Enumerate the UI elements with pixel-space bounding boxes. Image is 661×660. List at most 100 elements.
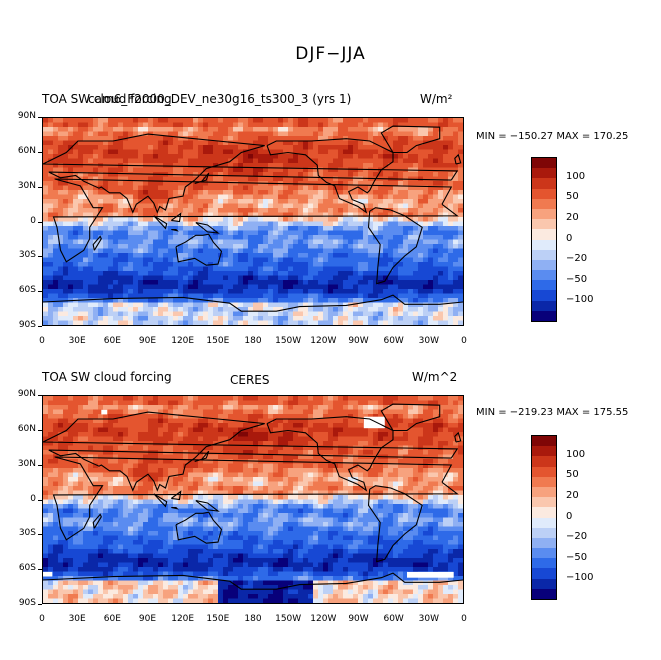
field-cell	[168, 432, 174, 437]
field-cell	[393, 145, 399, 150]
field-cell	[148, 221, 154, 227]
field-cell	[188, 316, 194, 321]
field-cell	[68, 307, 74, 312]
field-cell	[398, 427, 404, 433]
field-cell	[253, 311, 259, 317]
field-cell	[323, 307, 329, 312]
field-cell	[458, 172, 463, 177]
field-cell	[133, 145, 139, 150]
field-cell	[358, 316, 364, 321]
field-cell	[328, 427, 334, 433]
field-cell	[108, 432, 114, 437]
field-cell	[333, 280, 339, 285]
field-cell	[83, 253, 89, 258]
field-cell	[158, 320, 164, 325]
field-cell	[43, 122, 49, 128]
field-cell	[228, 221, 234, 227]
field-cell	[133, 136, 139, 141]
field-cell	[418, 212, 424, 218]
field-cell	[418, 400, 424, 406]
field-cell	[378, 235, 384, 240]
field-cell	[353, 302, 359, 308]
field-cell	[223, 405, 229, 410]
field-cell	[303, 271, 309, 276]
field-cell	[218, 208, 224, 213]
field-cell	[313, 436, 319, 442]
field-cell	[428, 441, 434, 446]
field-cell	[268, 262, 274, 267]
field-cell	[318, 302, 324, 308]
field-cell	[208, 140, 214, 146]
field-cell	[113, 427, 119, 433]
field-cell	[333, 320, 339, 325]
field-cell	[393, 127, 399, 132]
field-cell	[238, 441, 244, 446]
field-cell	[228, 414, 234, 419]
field-cell	[433, 118, 439, 123]
field-cell	[268, 136, 274, 141]
field-cell	[193, 289, 199, 294]
field-cell	[263, 293, 269, 299]
field-cell	[153, 400, 159, 406]
field-cell	[178, 239, 184, 245]
field-cell	[383, 436, 389, 442]
field-cell	[233, 311, 239, 317]
field-cell	[348, 199, 354, 204]
field-cell	[223, 257, 229, 263]
field-cell	[248, 302, 254, 308]
field-cell	[43, 450, 49, 455]
field-cell	[188, 293, 194, 299]
field-cell	[218, 311, 224, 317]
field-cell	[273, 298, 279, 303]
field-cell	[88, 158, 94, 164]
field-cell	[453, 194, 459, 200]
field-cell	[243, 423, 249, 428]
field-cell	[343, 203, 349, 209]
field-cell	[343, 140, 349, 146]
field-cell	[363, 118, 369, 123]
field-cell	[383, 302, 389, 308]
field-cell	[158, 199, 164, 204]
field-cell	[143, 436, 149, 442]
coastline	[92, 235, 102, 251]
field-cell	[198, 158, 204, 164]
field-cell	[98, 131, 104, 137]
field-cell	[58, 172, 64, 177]
field-cell	[263, 289, 269, 294]
field-cell	[78, 257, 84, 263]
colorbar-swatch	[532, 259, 556, 271]
field-cell	[93, 445, 99, 451]
field-cell	[323, 436, 329, 442]
field-cell	[228, 418, 234, 424]
field-cell	[273, 311, 279, 317]
field-cell	[188, 185, 194, 191]
field-cell	[113, 244, 119, 249]
field-cell	[228, 149, 234, 155]
field-cell	[418, 405, 424, 410]
coastline	[43, 133, 459, 214]
field-cell	[238, 235, 244, 240]
field-cell	[138, 154, 144, 159]
field-cell	[423, 172, 429, 177]
field-cell	[343, 320, 349, 325]
field-cell	[258, 122, 264, 128]
field-cell	[428, 203, 434, 209]
field-cell	[48, 298, 54, 303]
field-cell	[448, 275, 454, 281]
field-cell	[443, 185, 449, 191]
field-cell	[418, 158, 424, 164]
field-cell	[353, 262, 359, 267]
field-cell	[353, 396, 359, 401]
field-cell	[253, 226, 259, 231]
field-cell	[218, 262, 224, 267]
field-cell	[388, 266, 394, 272]
field-cell	[363, 181, 369, 186]
field-cell	[88, 289, 94, 294]
field-cell	[268, 320, 274, 325]
field-cell	[418, 293, 424, 299]
field-cell	[458, 311, 463, 317]
field-cell	[93, 432, 99, 437]
field-cell	[353, 127, 359, 132]
field-cell	[178, 436, 184, 442]
field-cell	[43, 271, 49, 276]
